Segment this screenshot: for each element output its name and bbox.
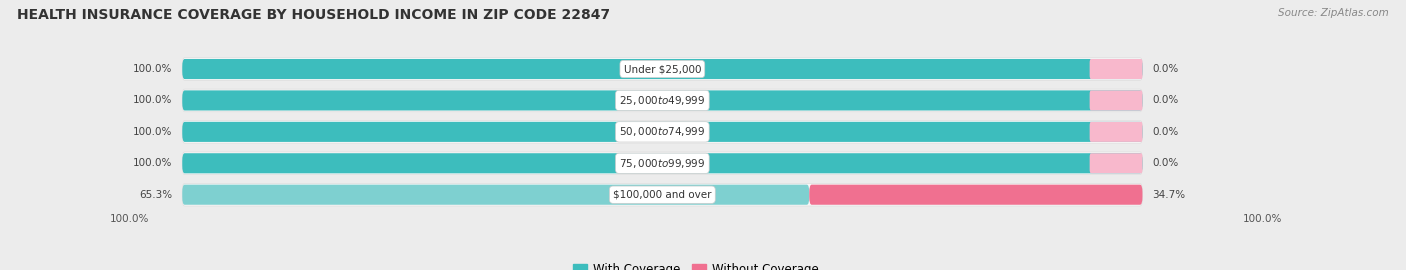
Text: 0.0%: 0.0% [1152, 127, 1178, 137]
FancyBboxPatch shape [1090, 153, 1143, 173]
Text: HEALTH INSURANCE COVERAGE BY HOUSEHOLD INCOME IN ZIP CODE 22847: HEALTH INSURANCE COVERAGE BY HOUSEHOLD I… [17, 8, 610, 22]
FancyBboxPatch shape [183, 152, 1143, 175]
Text: $100,000 and over: $100,000 and over [613, 190, 711, 200]
FancyBboxPatch shape [1090, 59, 1143, 79]
FancyBboxPatch shape [183, 89, 1143, 112]
FancyBboxPatch shape [1090, 90, 1143, 110]
Text: 34.7%: 34.7% [1152, 190, 1185, 200]
Text: 100.0%: 100.0% [134, 64, 173, 74]
Legend: With Coverage, Without Coverage: With Coverage, Without Coverage [568, 259, 824, 270]
Text: 0.0%: 0.0% [1152, 158, 1178, 168]
FancyBboxPatch shape [183, 153, 1143, 173]
FancyBboxPatch shape [183, 183, 1143, 206]
Text: 0.0%: 0.0% [1152, 95, 1178, 106]
Text: $75,000 to $99,999: $75,000 to $99,999 [619, 157, 706, 170]
FancyBboxPatch shape [183, 58, 1143, 80]
FancyBboxPatch shape [810, 185, 1143, 205]
FancyBboxPatch shape [183, 90, 1143, 110]
FancyBboxPatch shape [183, 185, 810, 205]
Text: $50,000 to $74,999: $50,000 to $74,999 [619, 125, 706, 138]
Text: $25,000 to $49,999: $25,000 to $49,999 [619, 94, 706, 107]
FancyBboxPatch shape [183, 120, 1143, 143]
Text: 100.0%: 100.0% [134, 127, 173, 137]
Text: 65.3%: 65.3% [139, 190, 173, 200]
Text: 100.0%: 100.0% [134, 95, 173, 106]
Text: 100.0%: 100.0% [110, 214, 149, 224]
Text: Under $25,000: Under $25,000 [624, 64, 702, 74]
Text: Source: ZipAtlas.com: Source: ZipAtlas.com [1278, 8, 1389, 18]
Text: 100.0%: 100.0% [1243, 214, 1282, 224]
FancyBboxPatch shape [183, 59, 1143, 79]
FancyBboxPatch shape [1090, 122, 1143, 142]
Text: 0.0%: 0.0% [1152, 64, 1178, 74]
FancyBboxPatch shape [183, 122, 1143, 142]
Text: 100.0%: 100.0% [134, 158, 173, 168]
